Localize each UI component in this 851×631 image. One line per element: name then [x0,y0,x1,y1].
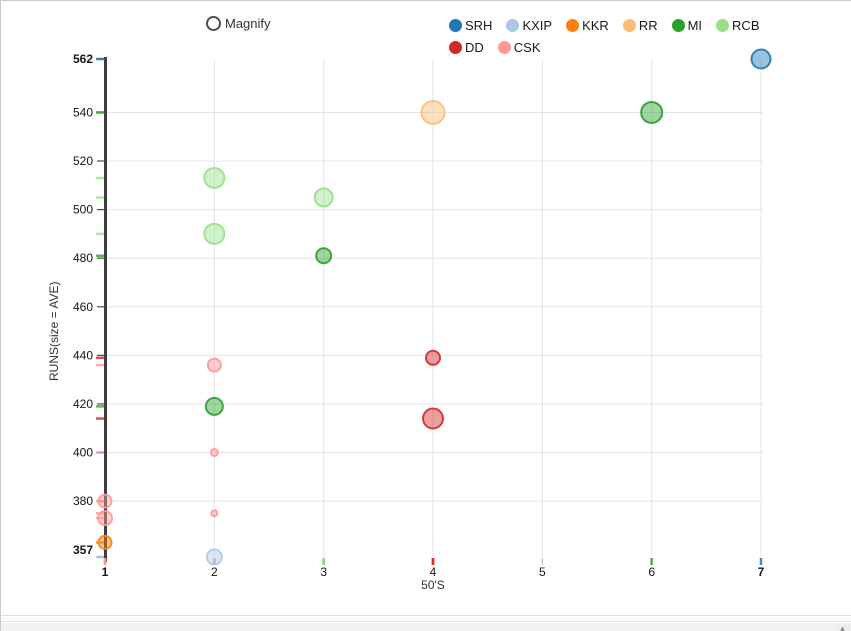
magnify-control[interactable]: Magnify [206,16,271,31]
legend-dot-rr [622,18,636,32]
bubble-rcb[interactable] [203,222,226,245]
bubble-mi[interactable] [204,396,224,416]
bubble-srh[interactable] [750,48,772,70]
legend-item-rcb[interactable]: RCB [716,17,760,33]
legend-item-dd[interactable]: DD [449,40,484,55]
x-tick-label: 2 [211,565,218,579]
legend-dot-rcb [716,18,730,32]
bubble-csk[interactable] [209,448,219,458]
y-tick-label: 420 [73,397,93,411]
bubble-rr[interactable] [420,99,446,125]
x-tick-label: 7 [758,565,765,579]
bubble-csk[interactable] [97,493,113,509]
legend-label: RCB [732,17,760,33]
y-tick-label: 500 [73,203,93,217]
legend-row: SRH KXIP KKR RR MI RCB [449,14,760,36]
x-tick-label: 6 [648,565,655,579]
y-tick-label: 480 [73,251,93,265]
legend-label: CSK [513,39,541,55]
bubble-dd[interactable] [425,349,441,366]
y-tick-label: 540 [73,105,93,119]
legend-label: SRH [465,17,493,33]
bubble-rcb[interactable] [203,167,226,190]
legend-dot-kxip [506,18,520,32]
x-tick-label: 3 [320,565,327,579]
legend-dot-srh [449,18,462,32]
legend-label: DD [465,39,484,55]
y-tick-label: 380 [73,494,93,508]
y-tick-label: 440 [73,348,93,362]
x-tick-label: 5 [539,565,546,579]
bubble-kxip[interactable] [205,548,223,566]
y-tick-label: 562 [73,52,93,66]
legend-item-kkr[interactable]: KKR [566,18,609,33]
bubble-kkr[interactable] [97,534,113,550]
bubble-dd[interactable] [422,407,444,430]
y-tick-label: 460 [73,300,93,314]
x-tick-label: 1 [102,565,109,579]
legend-item-kxip[interactable]: KXIP [506,18,552,33]
divider-line-2 [1,621,851,622]
bubble-rcb[interactable] [313,187,334,208]
y-axis-title: RUNS(size = AVE) [47,281,61,381]
x-tick-label: 4 [430,565,437,579]
legend: SRH KXIP KKR RR MI RCB DD CSK [449,14,760,58]
y-tick-label: 520 [73,154,93,168]
legend-label: MI [687,17,703,33]
y-tick-label: 357 [73,543,93,557]
x-axis-title: 50'S [421,578,445,592]
bubble-mi[interactable] [315,247,333,265]
scrollbar-track[interactable] [1,623,851,631]
divider-line [1,615,851,616]
bubble-csk[interactable] [210,509,219,518]
y-tick-label: 400 [73,446,93,460]
magnify-label: Magnify [225,16,271,31]
scroll-up-button[interactable]: ▴ [835,623,850,631]
legend-label: KXIP [522,17,553,33]
legend-dot-csk [497,40,511,54]
legend-dot-dd [449,40,462,54]
legend-label: KKR [582,17,609,33]
magnify-radio-icon[interactable] [206,16,221,31]
legend-row: DD CSK [449,36,760,58]
legend-dot-kkr [566,18,580,32]
legend-label: RR [638,17,658,33]
legend-item-mi[interactable]: MI [671,17,703,33]
legend-item-rr[interactable]: RR [622,17,658,33]
legend-item-csk[interactable]: CSK [497,39,541,55]
legend-dot-mi [671,18,685,32]
bubble-chart: 562 540 520 500 480 460 440 420 400 380 357 1 2 3 4 5 6 7 [73,48,772,579]
bubble-csk[interactable] [206,357,222,373]
legend-item-srh[interactable]: SRH [449,18,492,33]
bubble-mi[interactable] [640,100,664,124]
bubble-csk[interactable] [97,510,113,527]
